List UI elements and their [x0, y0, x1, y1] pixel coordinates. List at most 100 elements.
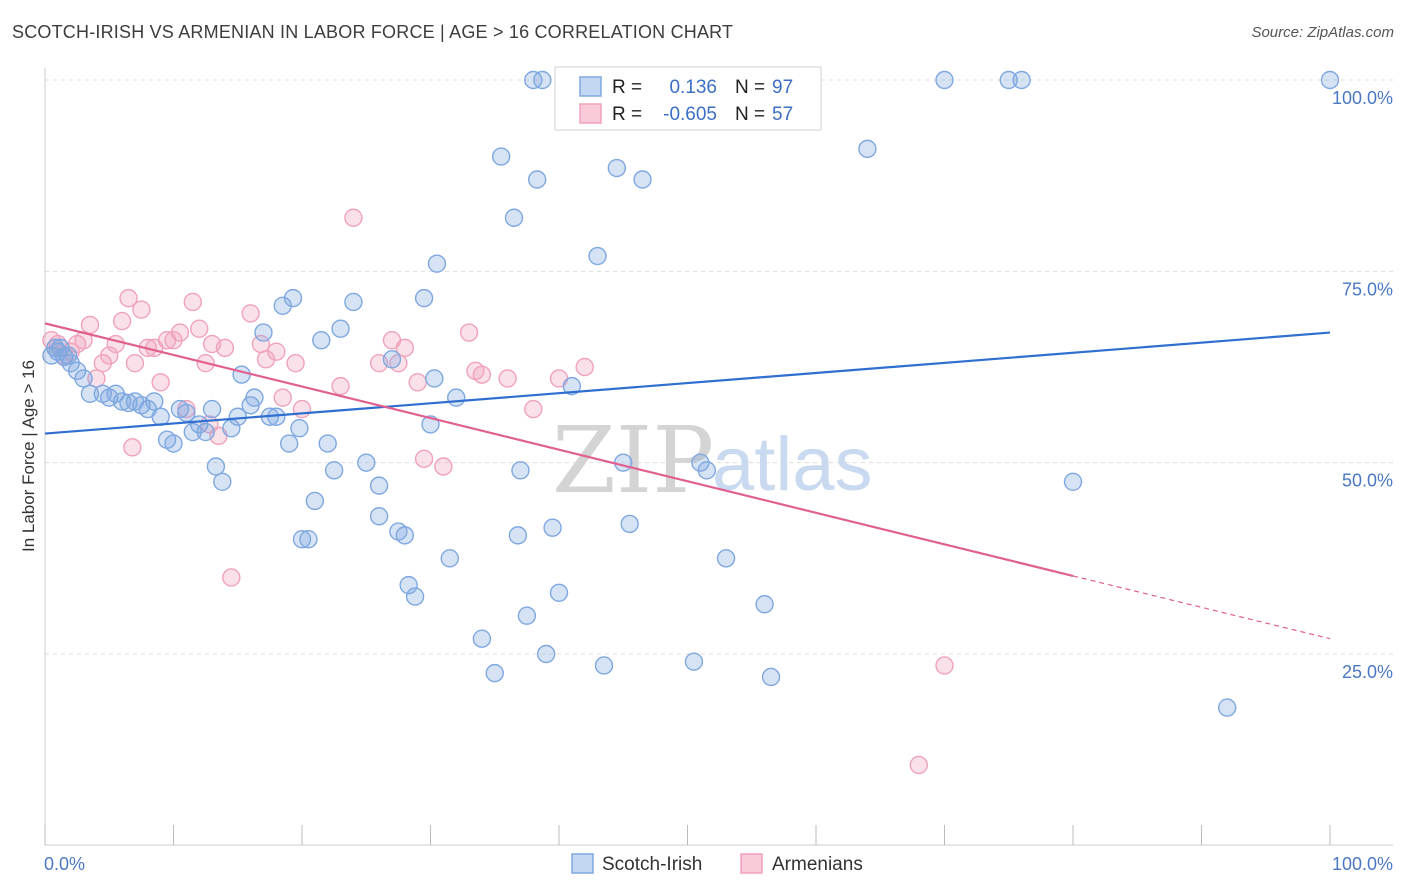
armenians-point — [472, 365, 492, 384]
armenians-point — [215, 338, 235, 358]
armenians-point — [575, 357, 594, 377]
armenians-point — [434, 457, 453, 476]
stats-legend-n-value-2: 57 — [772, 104, 793, 125]
series-legend-label-armenians: Armenians — [772, 854, 863, 875]
scotch-irish-point — [254, 323, 273, 342]
scotch-irish-point — [607, 158, 627, 178]
y-tick-label: 100.0% — [1332, 88, 1393, 108]
scotch-irish-point — [344, 292, 363, 312]
series-legend-swatch-armenians — [740, 853, 763, 874]
scotch-irish-point — [761, 667, 781, 687]
scotch-irish-point — [549, 583, 569, 602]
scotch-irish-point — [74, 369, 93, 388]
scotch-irish-point — [232, 365, 251, 384]
scotch-irish-point — [395, 526, 414, 545]
scotch-irish-point — [562, 376, 582, 396]
watermark: ZIP atlas — [552, 407, 873, 514]
armenians-point — [183, 292, 202, 312]
stats-legend-swatch-scotch-irish — [579, 76, 602, 97]
armenians-point — [909, 755, 928, 775]
armenians-point — [459, 323, 479, 342]
x-tick-label-right: 100.0% — [1332, 854, 1393, 874]
stats-legend-r-label-2: R = — [612, 104, 642, 125]
stats-legend-swatch-armenians — [579, 103, 602, 124]
scotch-irish-point — [206, 457, 226, 476]
scotch-irish-point — [491, 147, 511, 166]
scotch-irish-point — [305, 491, 325, 511]
series-legend: Scotch-Irish Armenians — [571, 853, 863, 875]
armenians-trendline-dashed — [1072, 575, 1331, 640]
y-tick-label: 75.0% — [1342, 279, 1393, 299]
armenians-point — [273, 388, 292, 407]
scotch-irish-point — [399, 575, 418, 595]
scotch-irish-point — [1217, 698, 1237, 717]
scotch-irish-point — [382, 350, 402, 369]
scotch-irish-point — [283, 288, 303, 308]
scotch-irish-point — [369, 476, 389, 495]
series-legend-label-scotch-irish: Scotch-Irish — [602, 854, 702, 875]
scotch-irish-point — [935, 70, 954, 90]
scotch-irish-point — [999, 70, 1018, 90]
scotch-irish-point — [405, 587, 425, 606]
stats-legend: R = 0.136 N = 97 R = -0.605 N = 57 — [554, 66, 822, 131]
scotch-irish-point — [112, 392, 132, 411]
armenians-trendline — [44, 322, 1074, 578]
scotch-irish-point — [614, 453, 633, 472]
scotch-irish-point — [312, 331, 331, 350]
chart-source: Source: ZipAtlas.com — [1251, 24, 1394, 41]
armenians-point — [286, 353, 305, 373]
scotch-irish-point — [427, 254, 447, 273]
armenians-point — [331, 376, 350, 396]
stats-legend-r-value-2: -0.605 — [663, 104, 717, 125]
armenians-point — [125, 353, 145, 373]
trend-layer — [44, 322, 1331, 640]
scotch-irish-point — [508, 526, 528, 545]
armenians-point — [123, 438, 142, 457]
scotch-irish-point — [414, 288, 434, 308]
armenians-point — [344, 208, 363, 227]
scotch-irish-point — [290, 419, 309, 438]
stats-legend-n-value-1: 97 — [772, 77, 793, 98]
stats-legend-r-value-1: 0.136 — [669, 77, 717, 98]
scotch-irish-trendline — [44, 331, 1331, 435]
scotch-irish-point — [684, 652, 704, 671]
scotch-irish-point — [279, 434, 299, 453]
scotch-irish-point — [716, 549, 736, 568]
armenians-point — [414, 449, 434, 469]
chart-title: SCOTCH-IRISH VS ARMENIAN IN LABOR FORCE … — [12, 22, 734, 42]
stats-legend-r-label-1: R = — [612, 77, 642, 98]
armenians-point — [498, 369, 517, 388]
armenians-point — [106, 334, 125, 354]
armenians-point — [935, 656, 954, 675]
scotch-irish-point — [196, 422, 215, 442]
scotch-irish-point — [80, 384, 100, 403]
x-tick-label-left: 0.0% — [44, 854, 85, 874]
stats-legend-n-label-2: N = — [735, 104, 765, 125]
scotch-irish-point — [858, 139, 877, 159]
scotch-irish-point — [697, 461, 716, 480]
scotch-irish-point — [533, 70, 552, 90]
armenians-point — [132, 300, 151, 319]
scotch-irish-point — [425, 369, 444, 388]
scotch-irish-point — [202, 399, 222, 419]
scotch-irish-point — [755, 595, 774, 614]
armenians-point — [80, 315, 100, 335]
armenians-point — [395, 338, 414, 358]
scotch-irish-point — [145, 392, 164, 411]
armenians-point — [524, 399, 543, 419]
armenians-point — [408, 373, 427, 392]
scotch-irish-point — [299, 530, 318, 549]
scotch-irish-point — [588, 246, 607, 266]
scotch-irish-point — [292, 530, 312, 549]
scotch-irish-point — [620, 514, 639, 534]
armenians-point — [87, 369, 106, 388]
armenians-point — [170, 323, 190, 342]
scotch-irish-point — [485, 663, 504, 683]
scotch-irish-point — [331, 319, 350, 338]
armenians-point — [222, 568, 241, 587]
y-tick-label: 50.0% — [1342, 471, 1393, 491]
armenians-point — [267, 342, 286, 361]
scotch-irish-point — [517, 606, 537, 625]
armenians-point — [119, 288, 138, 308]
